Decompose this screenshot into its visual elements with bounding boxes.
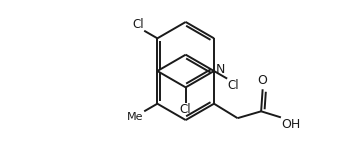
Text: Cl: Cl (180, 103, 192, 115)
Text: Cl: Cl (227, 79, 239, 92)
Text: Cl: Cl (132, 18, 144, 31)
Text: N: N (216, 63, 225, 76)
Text: Me: Me (127, 112, 143, 122)
Text: O: O (258, 73, 268, 87)
Text: OH: OH (281, 118, 301, 131)
